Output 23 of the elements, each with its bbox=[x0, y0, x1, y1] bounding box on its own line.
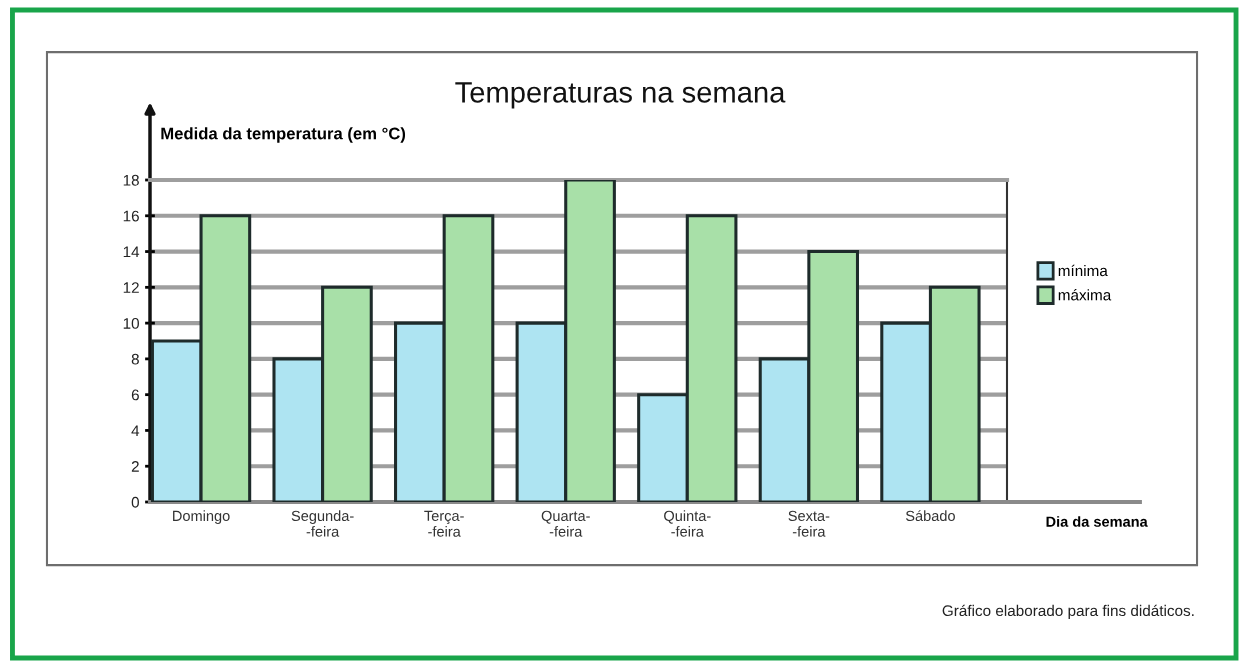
y-tick-label: 10 bbox=[123, 317, 139, 329]
x-tick-label: Terça- -feira bbox=[424, 510, 464, 537]
chart-title: Temperaturas na semana bbox=[455, 82, 786, 109]
x-tick-label: Domingo bbox=[173, 510, 230, 524]
y-tick-label: 8 bbox=[131, 353, 139, 365]
y-tick-label: 14 bbox=[123, 246, 140, 258]
x-tick-label: Quarta- -feira bbox=[541, 510, 590, 537]
y-tick-label: 6 bbox=[131, 389, 139, 401]
x-tick-label: Sábado bbox=[905, 510, 955, 522]
y-axis-title: Medida da temperatura (em °C) bbox=[161, 127, 406, 143]
text: Gráfico elaborado para fins didáticos. bbox=[942, 604, 1194, 620]
y-tick-label: 18 bbox=[123, 174, 139, 186]
y-tick-label: 16 bbox=[123, 210, 139, 222]
x-tick-label: Sexta- -feira bbox=[788, 510, 830, 537]
legend-label: máxima bbox=[1058, 289, 1112, 301]
y-tick-label: 2 bbox=[131, 461, 139, 472]
x-tick-label: Quinta- -feira bbox=[664, 510, 711, 537]
x-axis-title: Dia da semana bbox=[1046, 516, 1148, 527]
legend-label: mínima bbox=[1058, 264, 1108, 277]
x-tick-label: Segunda- -feira bbox=[291, 510, 354, 537]
y-tick-label: 12 bbox=[123, 282, 139, 293]
y-tick-label: 0 bbox=[131, 496, 139, 508]
y-tick-label: 4 bbox=[131, 425, 140, 436]
